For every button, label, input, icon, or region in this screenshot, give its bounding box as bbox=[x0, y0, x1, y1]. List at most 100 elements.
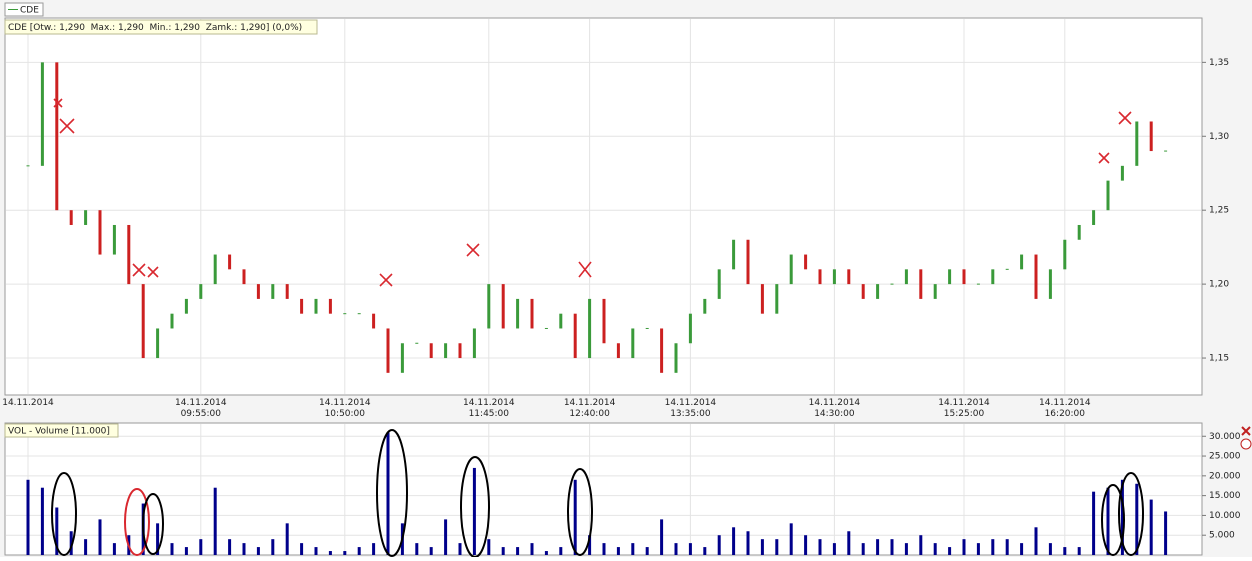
candle bbox=[228, 254, 232, 270]
candle bbox=[242, 269, 246, 285]
candle bbox=[861, 284, 865, 299]
y-tick-label: 5.000 bbox=[1209, 531, 1235, 541]
volume-bar bbox=[1077, 547, 1081, 555]
candle bbox=[256, 284, 260, 299]
candle bbox=[127, 224, 131, 285]
candle bbox=[156, 328, 160, 359]
volume-bar bbox=[674, 543, 678, 555]
volume-bar bbox=[976, 543, 980, 555]
volume-bar bbox=[1135, 483, 1139, 555]
candle bbox=[789, 254, 793, 285]
volume-bar bbox=[991, 539, 995, 555]
volume-bar bbox=[789, 523, 793, 555]
volume-bar bbox=[775, 539, 779, 555]
volume-bar bbox=[1034, 527, 1038, 555]
candle bbox=[832, 269, 836, 285]
volume-bar bbox=[487, 539, 491, 555]
ellipse bbox=[1118, 472, 1144, 556]
candle bbox=[559, 313, 563, 329]
candle bbox=[69, 210, 73, 225]
volume-bar bbox=[804, 535, 808, 555]
volume-bar bbox=[199, 539, 203, 555]
candle bbox=[314, 298, 318, 314]
candle bbox=[328, 298, 332, 314]
x-tick-label: 14.11.2014 12:40:00 bbox=[564, 398, 616, 419]
settings-icon[interactable] bbox=[1240, 438, 1252, 450]
volume-bar bbox=[84, 539, 88, 555]
candle bbox=[818, 269, 822, 285]
volume-bar bbox=[1092, 491, 1096, 555]
candle bbox=[40, 62, 44, 166]
candle bbox=[429, 343, 433, 359]
candle bbox=[170, 313, 174, 329]
x-tick-label: 14.11.2014 16:20:00 bbox=[1039, 398, 1091, 419]
volume-bar bbox=[415, 543, 419, 555]
volume-bar bbox=[573, 479, 577, 555]
candle bbox=[271, 284, 275, 299]
volume-bar bbox=[516, 547, 520, 555]
candle bbox=[1020, 254, 1024, 270]
volume-bar bbox=[847, 531, 851, 555]
x-tick-label: 14.11.2014 14:30:00 bbox=[809, 398, 861, 419]
volume-bar bbox=[357, 547, 361, 555]
candle bbox=[717, 269, 721, 299]
candle bbox=[616, 343, 620, 359]
volume-bar bbox=[919, 535, 923, 555]
volume-bar bbox=[631, 543, 635, 555]
ellipse bbox=[1101, 484, 1125, 556]
volume-bar bbox=[645, 547, 649, 555]
candle bbox=[444, 343, 448, 359]
candle bbox=[285, 284, 289, 299]
ellipse bbox=[567, 468, 593, 556]
volume-bar bbox=[544, 551, 548, 555]
volume-bar bbox=[746, 531, 750, 555]
volume-bar bbox=[1048, 543, 1052, 555]
volume-bar bbox=[559, 547, 563, 555]
candle bbox=[1149, 121, 1153, 152]
volume-bar bbox=[98, 519, 102, 555]
candle bbox=[1164, 150, 1168, 152]
volume-bar bbox=[1164, 511, 1168, 555]
candle bbox=[400, 343, 404, 373]
candle bbox=[688, 313, 692, 344]
candle bbox=[1005, 268, 1009, 270]
candle bbox=[55, 62, 59, 211]
candle bbox=[876, 284, 880, 299]
candle bbox=[501, 284, 505, 329]
volume-bar bbox=[832, 543, 836, 555]
y-tick-label: 15.000 bbox=[1209, 491, 1241, 501]
volume-bar bbox=[501, 547, 505, 555]
candle bbox=[487, 284, 491, 329]
volume-bar bbox=[890, 539, 894, 555]
close-icon[interactable] bbox=[1241, 426, 1251, 436]
volume-bar bbox=[1020, 543, 1024, 555]
candle bbox=[919, 269, 923, 299]
candle bbox=[1135, 121, 1139, 166]
candle bbox=[1106, 180, 1110, 211]
candle bbox=[645, 327, 649, 329]
volume-bar bbox=[170, 543, 174, 555]
volume-bar bbox=[184, 547, 188, 555]
legend-box bbox=[4, 2, 44, 17]
volume-bar bbox=[688, 543, 692, 555]
candle bbox=[516, 298, 520, 329]
volume-bar bbox=[213, 487, 217, 555]
candle bbox=[933, 284, 937, 299]
volume-bar bbox=[300, 543, 304, 555]
candle bbox=[991, 269, 995, 285]
chart-title: CDE [Otw.: 1,290 Max.: 1,290 Min.: 1,290… bbox=[8, 23, 302, 33]
candle bbox=[703, 298, 707, 314]
volume-panel bbox=[4, 422, 1203, 556]
candle bbox=[458, 343, 462, 359]
candle bbox=[962, 269, 966, 285]
volume-bar bbox=[472, 467, 476, 555]
candle bbox=[112, 224, 116, 255]
volume-bar bbox=[429, 547, 433, 555]
annotations bbox=[51, 98, 1252, 558]
candle bbox=[98, 210, 102, 255]
volume-bar bbox=[948, 547, 952, 555]
marks bbox=[26, 61, 1206, 555]
volume-bar bbox=[1120, 479, 1124, 555]
volume-bar bbox=[861, 543, 865, 555]
volume-bar bbox=[732, 527, 736, 555]
